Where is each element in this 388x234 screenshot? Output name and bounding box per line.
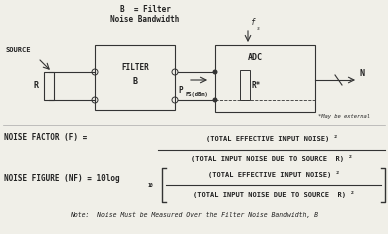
Text: FS(dBm): FS(dBm) — [186, 92, 209, 97]
Bar — [215, 45, 315, 112]
Text: ADC: ADC — [248, 53, 263, 62]
Text: Noise Bandwidth: Noise Bandwidth — [110, 15, 180, 24]
Bar — [240, 70, 250, 100]
Text: Note:  Noise Must be Measured Over the Filter Noise Bandwidth, B: Note: Noise Must be Measured Over the Fi… — [70, 212, 318, 218]
Text: (TOTAL EFFECTIVE INPUT NOISE) ²: (TOTAL EFFECTIVE INPUT NOISE) ² — [208, 171, 340, 178]
Text: B: B — [132, 77, 137, 86]
Text: N: N — [360, 69, 365, 78]
Text: (TOTAL EFFECTIVE INPUT NOISE) ²: (TOTAL EFFECTIVE INPUT NOISE) ² — [206, 135, 338, 142]
Text: (TOTAL INPUT NOISE DUE TO SOURCE  R) ²: (TOTAL INPUT NOISE DUE TO SOURCE R) ² — [193, 191, 355, 198]
Text: NOISE FIGURE (NF) = 10log: NOISE FIGURE (NF) = 10log — [4, 174, 120, 183]
Bar — [95, 45, 175, 110]
Text: SOURCE: SOURCE — [5, 47, 31, 53]
Circle shape — [213, 69, 218, 74]
Text: NOISE FACTOR (F) =: NOISE FACTOR (F) = — [4, 133, 87, 142]
Text: R: R — [34, 81, 39, 91]
Text: 10: 10 — [148, 183, 154, 188]
Text: FILTER: FILTER — [121, 63, 149, 72]
Text: P: P — [178, 86, 183, 95]
Text: s: s — [257, 26, 260, 31]
Circle shape — [213, 98, 218, 102]
Text: R*: R* — [252, 80, 261, 89]
Text: f: f — [250, 18, 255, 27]
Bar — [44, 72, 54, 100]
Text: *May be external: *May be external — [318, 114, 370, 119]
Text: (TOTAL INPUT NOISE DUE TO SOURCE  R) ²: (TOTAL INPUT NOISE DUE TO SOURCE R) ² — [191, 155, 353, 162]
Text: B  = Filter: B = Filter — [120, 5, 170, 14]
